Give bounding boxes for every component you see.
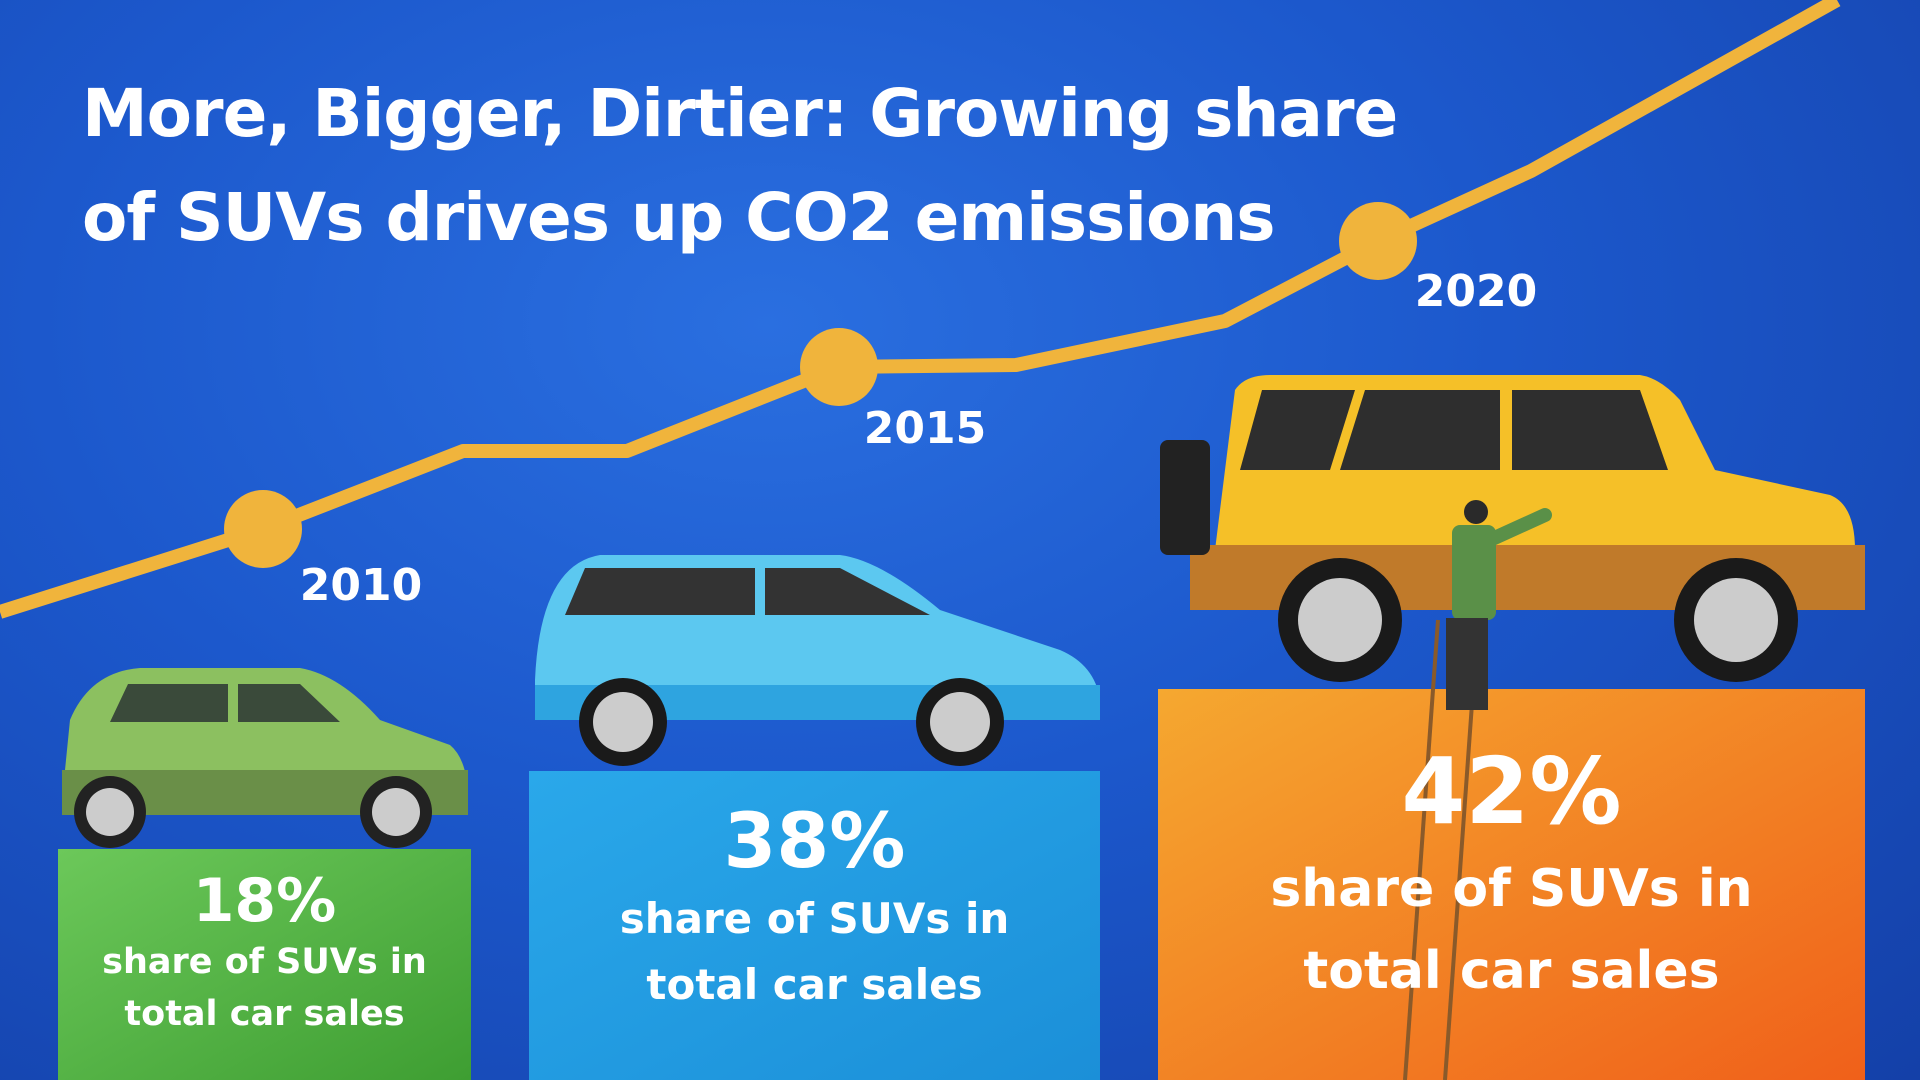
bar-2010 <box>58 849 471 1080</box>
value-label-2020: 42% <box>1401 738 1622 845</box>
desc-line2-2010: total car sales <box>124 994 405 1034</box>
desc-line1-2010: share of SUVs in <box>102 942 427 982</box>
desc-line2-2020: total car sales <box>1303 941 1720 1001</box>
chart-title: More, Bigger, Dirtier: Growing share of … <box>82 75 1398 256</box>
green-car-illustration <box>62 668 468 848</box>
value-label-2015: 38% <box>723 796 906 885</box>
marker-2010 <box>224 490 302 568</box>
bar-2015 <box>529 771 1100 1080</box>
year-label-2010: 2010 <box>299 560 423 611</box>
value-label-2010: 18% <box>192 866 337 936</box>
bar-label-2015: 38% share of SUVs in total car sales <box>529 796 1100 1018</box>
desc-line1-2020: share of SUVs in <box>1270 859 1753 919</box>
bar-label-2020: 42% share of SUVs in total car sales <box>1158 736 1865 1012</box>
bar-label-2010: 18% share of SUVs in total car sales <box>58 866 471 1040</box>
marker-2020 <box>1339 202 1417 280</box>
trend-line <box>0 0 1841 619</box>
bar-2020 <box>1158 689 1865 1080</box>
year-label-2020: 2020 <box>1414 266 1538 317</box>
person-illustration <box>1446 500 1552 710</box>
blue-minivan-illustration <box>535 555 1100 766</box>
year-label-2015: 2015 <box>863 403 987 454</box>
marker-2015 <box>800 328 878 406</box>
desc-line1-2015: share of SUVs in <box>619 894 1010 943</box>
yellow-suv-illustration <box>1160 375 1865 1080</box>
desc-line2-2015: total car sales <box>646 960 983 1009</box>
